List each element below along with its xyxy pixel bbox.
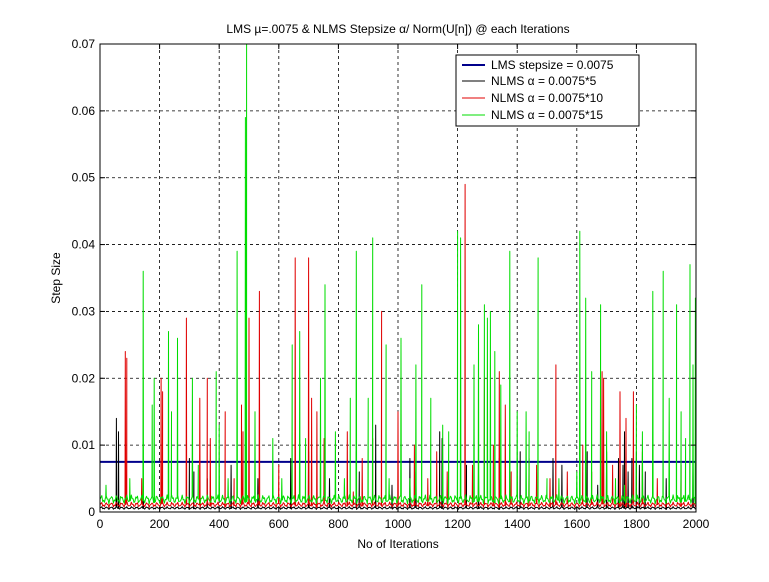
series-line-3 <box>99 43 696 505</box>
y-tick-label: 0.01 <box>72 438 96 452</box>
legend-label-nlms-5: NLMS α = 0.0075*5 <box>491 74 597 88</box>
y-tick-label: 0.04 <box>72 238 96 252</box>
chart-title: LMS µ=.0075 & NLMS Stepsize α/ Norm(U[n]… <box>226 22 569 36</box>
series-line-2 <box>99 183 696 508</box>
x-tick-label: 1200 <box>444 517 471 531</box>
x-tick-label: 600 <box>269 517 289 531</box>
x-tick-label: 200 <box>150 517 170 531</box>
legend-label-nlms-10: NLMS α = 0.0075*10 <box>491 91 603 105</box>
x-tick-label: 2000 <box>683 517 710 531</box>
x-tick-label: 1800 <box>623 517 650 531</box>
x-tick-label: 0 <box>97 517 104 531</box>
legend-box <box>455 54 640 127</box>
legend-label-lms: LMS stepsize = 0.0075 <box>491 58 614 72</box>
legend: LMS stepsize = 0.0075 NLMS α = 0.0075*5 … <box>455 54 640 127</box>
y-tick-label: 0.03 <box>72 304 96 318</box>
legend-label-nlms-15: NLMS α = 0.0075*15 <box>491 108 603 122</box>
y-tick-label: 0.05 <box>72 171 96 185</box>
y-axis-label: Step Size <box>49 252 63 304</box>
x-tick-label: 1600 <box>563 517 590 531</box>
x-tick-label: 1400 <box>504 517 531 531</box>
x-tick-label: 800 <box>328 517 348 531</box>
y-tick-label: 0.06 <box>72 104 96 118</box>
y-tick-label: 0.07 <box>72 37 96 51</box>
series-lines <box>99 43 696 510</box>
y-tick-label: 0 <box>88 505 95 519</box>
x-axis-label: No of Iterations <box>357 537 438 551</box>
y-tick-label: 0.02 <box>72 371 96 385</box>
axis-ticks: 0 200 400 600 800 1000 1200 1400 1600 1800 2000 0 0.… <box>72 37 710 531</box>
x-tick-label: 400 <box>209 517 229 531</box>
x-tick-label: 1000 <box>385 517 412 531</box>
